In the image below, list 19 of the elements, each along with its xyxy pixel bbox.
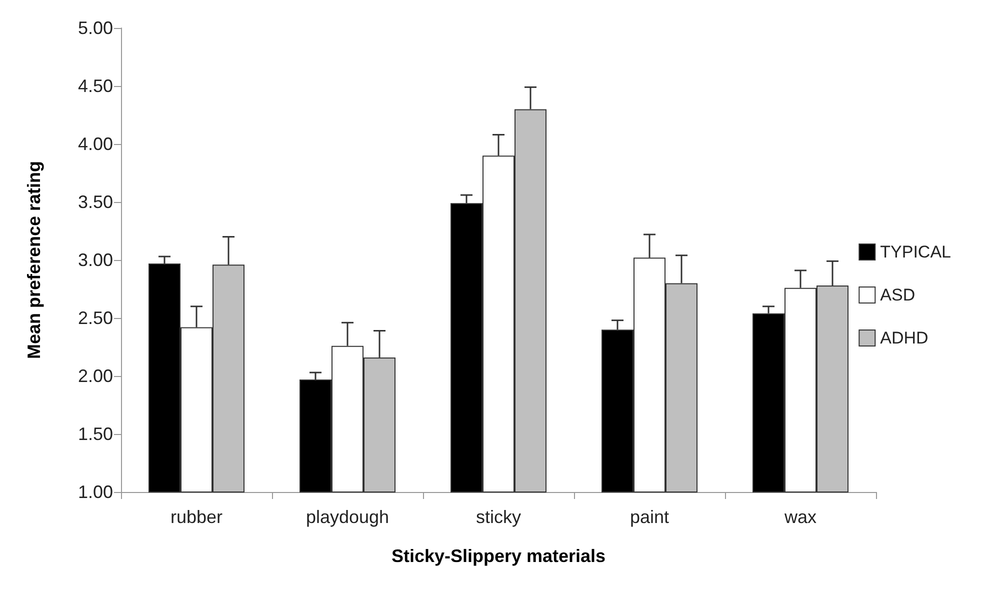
y-tick-label: 5.00 <box>78 18 113 38</box>
x-tick-label: wax <box>783 507 817 527</box>
y-tick-label: 3.00 <box>78 250 113 270</box>
y-tick-label: 2.50 <box>78 308 113 328</box>
x-tick-label: playdough <box>306 507 390 527</box>
y-tick-label: 2.00 <box>78 366 113 386</box>
legend-label: ADHD <box>880 328 928 348</box>
y-tick-label: 4.50 <box>78 76 113 96</box>
x-tick-label: paint <box>630 507 670 527</box>
y-tick-label: 1.00 <box>78 482 113 502</box>
y-tick-label: 4.00 <box>78 134 113 154</box>
legend-label: ASD <box>880 286 916 304</box>
y-tick-label: 3.50 <box>78 192 113 212</box>
y-tick-label: 1.50 <box>78 424 113 444</box>
legend-label: TYPICAL <box>880 242 952 262</box>
y-axis-title: Mean preference rating <box>24 160 44 360</box>
x-tick-label: sticky <box>476 507 521 527</box>
x-axis-title: Sticky-Slippery materials <box>391 546 606 566</box>
x-tick-label: rubber <box>170 507 223 527</box>
